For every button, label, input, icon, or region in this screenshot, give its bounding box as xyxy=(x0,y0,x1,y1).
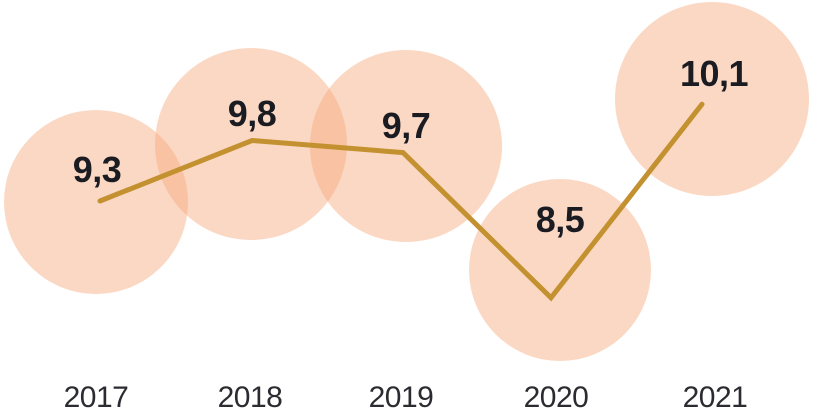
bubble-marker-2021 xyxy=(615,2,809,196)
x-tick-label-2021: 2021 xyxy=(682,381,748,414)
x-tick-label-2017: 2017 xyxy=(63,381,129,414)
value-label-2021: 10,1 xyxy=(679,53,749,94)
trend-polyline xyxy=(97,101,705,302)
x-tick-label-2018: 2018 xyxy=(217,381,283,414)
value-label-2017: 9,3 xyxy=(72,149,122,190)
x-tick-label-2020: 2020 xyxy=(523,381,589,414)
value-label-2018: 9,8 xyxy=(227,93,277,134)
value-label-2019: 9,7 xyxy=(381,105,431,146)
value-label-2020: 8,5 xyxy=(535,199,585,240)
x-tick-label-2019: 2019 xyxy=(368,381,434,414)
bubble-marker-2017 xyxy=(4,110,188,294)
